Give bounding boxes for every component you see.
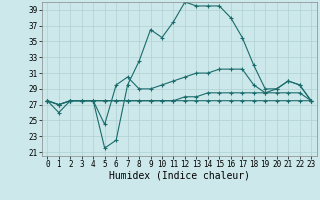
X-axis label: Humidex (Indice chaleur): Humidex (Indice chaleur): [109, 171, 250, 181]
